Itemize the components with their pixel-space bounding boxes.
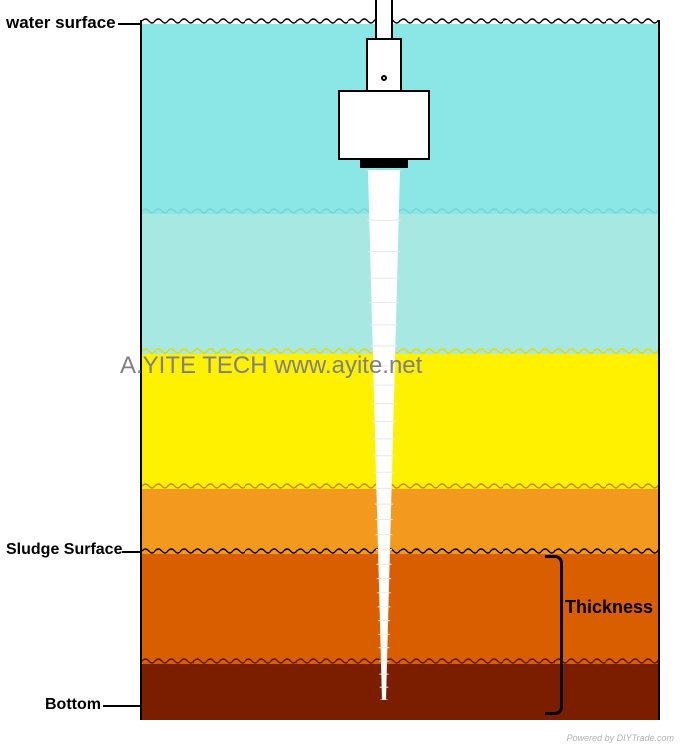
thickness-label: Thickness — [565, 597, 653, 618]
wave-water-top — [142, 16, 658, 24]
sludge-surface-leader — [122, 551, 142, 553]
water-surface-leader — [118, 23, 142, 25]
sonar-beam — [324, 170, 444, 700]
sludge-surface-label: Sludge Surface — [6, 541, 122, 559]
footer-text: Powered by DIYTrade.com — [567, 733, 674, 743]
bottom-label: Bottom — [45, 696, 101, 714]
sensor-top — [366, 38, 402, 93]
sensor-base — [360, 158, 408, 168]
bottom-leader — [103, 705, 142, 707]
sensor-dot — [381, 75, 387, 81]
sensor-rod — [375, 0, 393, 40]
water-surface-label: water surface — [6, 13, 116, 33]
sensor-body — [338, 90, 430, 160]
watermark-text: A.YITE TECH www.ayite.net — [120, 352, 422, 380]
thickness-bracket — [545, 555, 563, 715]
